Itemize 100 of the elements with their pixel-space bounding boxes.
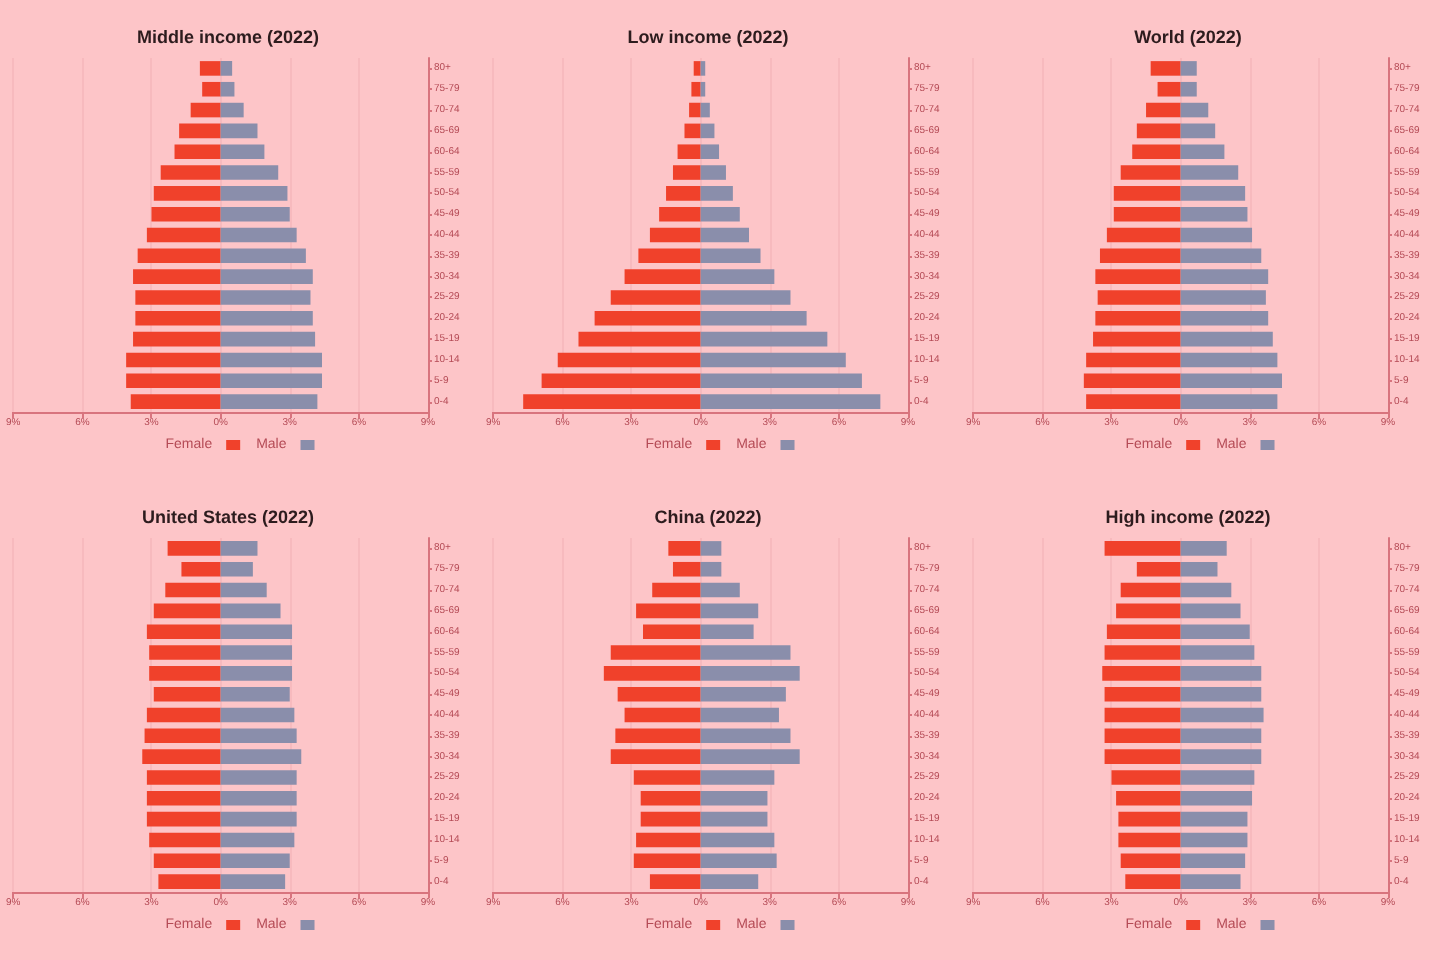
bar xyxy=(220,102,244,118)
bar xyxy=(1106,227,1181,243)
bar xyxy=(220,123,258,139)
bar xyxy=(700,624,754,639)
bar xyxy=(1180,749,1262,764)
bar xyxy=(1180,645,1255,660)
bar xyxy=(1180,394,1278,409)
bar xyxy=(165,582,221,598)
bar xyxy=(1180,352,1278,368)
bar xyxy=(126,352,221,368)
bar xyxy=(668,541,701,556)
bar xyxy=(220,728,297,744)
bar xyxy=(153,603,221,619)
bar xyxy=(220,582,267,598)
bar xyxy=(700,666,800,681)
bar xyxy=(220,561,253,577)
bar xyxy=(610,749,701,764)
bar xyxy=(1083,373,1181,389)
bar xyxy=(1120,165,1181,180)
bar xyxy=(146,227,221,243)
bar xyxy=(1125,874,1181,889)
bar xyxy=(700,165,726,180)
bar xyxy=(700,352,846,368)
bar xyxy=(126,373,221,389)
bar xyxy=(700,832,775,848)
bar xyxy=(220,81,235,97)
bar xyxy=(199,61,221,76)
bar xyxy=(142,749,221,764)
bar xyxy=(1104,686,1181,702)
bar xyxy=(1180,61,1197,76)
bar xyxy=(1180,541,1227,556)
bar xyxy=(1102,666,1181,681)
bar xyxy=(700,248,761,264)
bar xyxy=(149,832,221,848)
bar xyxy=(1180,853,1246,869)
bar xyxy=(700,290,791,305)
bar xyxy=(700,227,749,243)
bar xyxy=(167,541,221,556)
bar xyxy=(1180,666,1262,681)
bar xyxy=(133,269,221,284)
bar xyxy=(1180,874,1241,889)
bar xyxy=(158,874,221,889)
bar xyxy=(1116,791,1181,806)
bar xyxy=(1104,541,1181,556)
bar xyxy=(220,791,297,806)
bar xyxy=(1111,770,1181,785)
bar xyxy=(700,853,777,869)
bar xyxy=(220,645,293,660)
bar xyxy=(1099,248,1181,264)
bar xyxy=(636,603,701,619)
bar xyxy=(541,373,701,389)
bar xyxy=(700,645,791,660)
bar xyxy=(700,331,828,347)
bar xyxy=(578,331,701,347)
bar xyxy=(1086,352,1181,368)
bar xyxy=(220,394,318,409)
bar xyxy=(1106,624,1181,639)
bar xyxy=(1180,186,1246,201)
bar xyxy=(700,582,740,598)
bar xyxy=(146,707,221,723)
bar xyxy=(1104,749,1181,764)
bar xyxy=(1104,728,1181,744)
bar xyxy=(133,331,221,347)
chart-title: High income (2022) xyxy=(1105,507,1271,527)
bar xyxy=(636,832,701,848)
bar xyxy=(649,874,701,889)
bar xyxy=(160,165,221,180)
bar xyxy=(1180,81,1197,97)
bar xyxy=(700,728,791,744)
bar xyxy=(1097,290,1181,305)
bar xyxy=(677,144,701,159)
bar xyxy=(1113,206,1181,222)
bar xyxy=(615,728,701,744)
bar xyxy=(700,874,759,889)
bar xyxy=(610,645,701,660)
bar xyxy=(624,269,701,284)
bar xyxy=(700,770,775,785)
bar xyxy=(1180,227,1253,243)
bar xyxy=(1180,561,1218,577)
bar xyxy=(220,290,311,305)
bar xyxy=(146,770,221,785)
bar xyxy=(220,749,302,764)
bar xyxy=(220,707,295,723)
bar xyxy=(1180,728,1262,744)
bar xyxy=(649,227,701,243)
bar xyxy=(220,832,295,848)
bar xyxy=(638,248,701,264)
bar xyxy=(130,394,221,409)
bar xyxy=(144,728,221,744)
bar xyxy=(1095,311,1181,326)
bar xyxy=(700,707,779,723)
bar xyxy=(220,311,313,326)
bar xyxy=(640,791,701,806)
chart-title: China (2022) xyxy=(654,507,762,527)
bar xyxy=(149,645,221,660)
bar xyxy=(700,749,800,764)
bar xyxy=(684,123,701,139)
bar xyxy=(1180,123,1216,139)
bar xyxy=(220,61,233,76)
bar xyxy=(700,186,733,201)
